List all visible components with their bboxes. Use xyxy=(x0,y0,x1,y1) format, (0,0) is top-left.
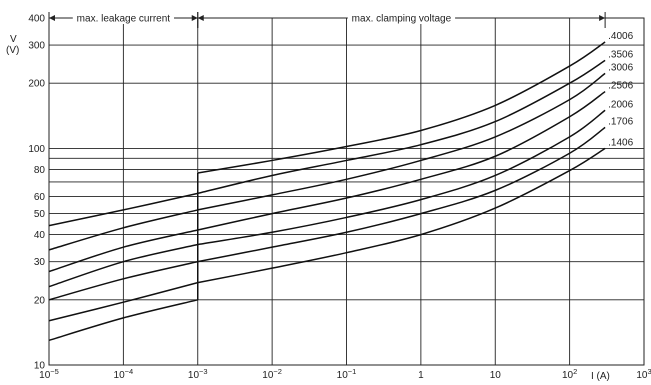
region-annotations: max. leakage current max. clamping voltag… xyxy=(48,12,606,28)
x-tick-label: 10−4 xyxy=(114,367,134,381)
series-label: .2006 xyxy=(608,99,633,110)
series-1706: .1706 xyxy=(48,116,634,322)
y-tick-label: 30 xyxy=(34,257,46,268)
y-tick-label: 60 xyxy=(34,192,46,203)
series-3506: .3506 xyxy=(48,49,634,251)
series-label: .3506 xyxy=(608,49,633,60)
y-tick-label: 40 xyxy=(34,230,46,241)
x-tick-label: 103 xyxy=(636,367,651,381)
curve-clamp xyxy=(197,90,606,231)
arrow-head-left xyxy=(197,15,204,21)
curve-leakage xyxy=(48,243,198,288)
y-tick-label: 10 xyxy=(34,361,46,372)
curve-leakage xyxy=(48,229,198,273)
arrow-head-left xyxy=(49,15,55,21)
region-1: max. clamping voltage xyxy=(197,12,606,28)
region-label: max. leakage current xyxy=(77,14,171,25)
x-tick-label: 10−5 xyxy=(39,367,59,381)
region-label: max. clamping voltage xyxy=(352,14,452,25)
y-tick-label: 80 xyxy=(34,165,46,176)
region-0: max. leakage current xyxy=(48,12,199,28)
arrow-head-right xyxy=(191,15,198,21)
x-axis-label: I (A) xyxy=(591,371,610,382)
curves: .4006 .3506 .3006 .2506 .2006 .1706 .1406 xyxy=(48,31,634,342)
x-tick-label: 102 xyxy=(562,367,577,381)
y-tick-label: 50 xyxy=(34,209,46,220)
curve-clamp xyxy=(197,109,606,246)
series-label: .2506 xyxy=(608,81,633,92)
series-label: .1406 xyxy=(608,137,633,148)
y-axis-label: V xyxy=(10,34,17,45)
axes: 10 20 30 40 50 60 80 100 200 300 400 10−5 10−4 10−3 10… xyxy=(28,14,651,382)
series-label: .4006 xyxy=(608,31,633,42)
series-3006: .3006 xyxy=(48,62,634,273)
curve-clamp xyxy=(197,72,606,211)
series-label: .3006 xyxy=(608,62,633,73)
y-tick-label: 100 xyxy=(28,144,45,155)
curve-leakage xyxy=(48,299,198,342)
curve-leakage xyxy=(48,209,198,251)
series-2006: .2006 xyxy=(48,99,634,301)
y-tick-label: 400 xyxy=(28,14,45,25)
x-tick-label: 10−3 xyxy=(188,367,208,381)
x-tick-label: 10−2 xyxy=(262,367,282,381)
curve-clamp xyxy=(197,59,606,195)
arrow-head-right xyxy=(599,15,606,21)
x-tick-label: 10−1 xyxy=(337,367,357,381)
y-axis-unit: (V) xyxy=(6,45,19,56)
x-tick-label: 10 xyxy=(490,370,502,381)
curve-clamp xyxy=(197,41,606,174)
y-tick-label: 300 xyxy=(28,41,45,52)
y-tick-label: 20 xyxy=(34,295,46,306)
curve-leakage xyxy=(48,281,198,322)
series-4006: .4006 xyxy=(48,31,634,227)
curve-leakage xyxy=(48,192,198,227)
series-2506: .2506 xyxy=(48,81,634,288)
grid xyxy=(48,17,645,366)
y-tick-label: 200 xyxy=(28,79,45,90)
curve-clamp xyxy=(197,147,606,284)
curve-leakage xyxy=(48,260,198,301)
series-1406: .1406 xyxy=(48,137,634,342)
x-tick-label: 1 xyxy=(418,370,424,381)
series-label: .1706 xyxy=(608,116,633,127)
curve-clamp xyxy=(197,126,606,263)
